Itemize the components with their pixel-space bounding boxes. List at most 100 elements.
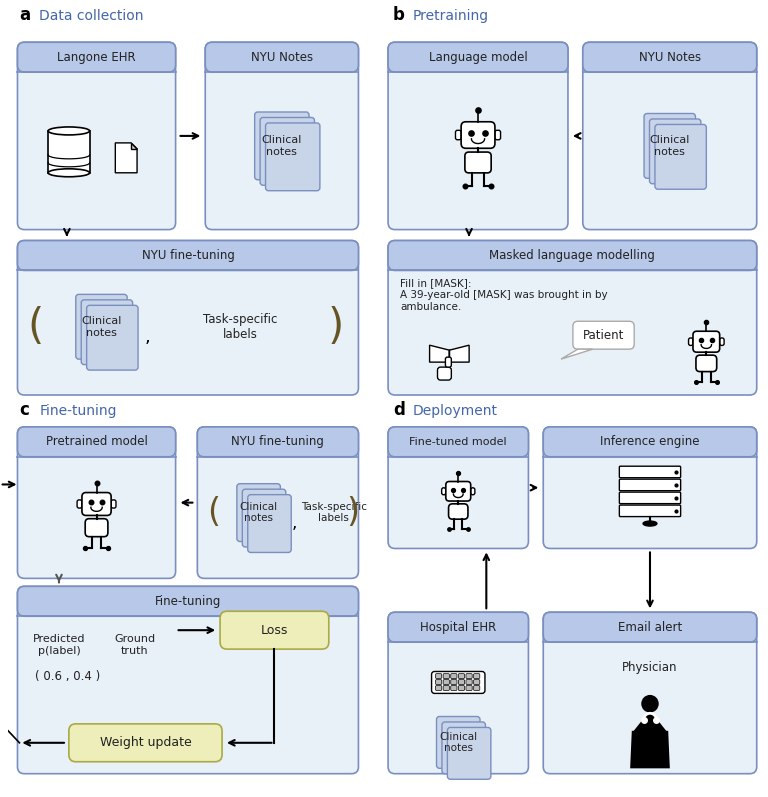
Ellipse shape <box>48 169 90 177</box>
FancyBboxPatch shape <box>465 152 492 173</box>
FancyBboxPatch shape <box>445 357 452 367</box>
FancyBboxPatch shape <box>458 685 465 690</box>
FancyBboxPatch shape <box>474 685 480 690</box>
FancyBboxPatch shape <box>619 466 680 477</box>
Text: Hospital EHR: Hospital EHR <box>420 621 496 634</box>
FancyBboxPatch shape <box>388 241 756 395</box>
FancyBboxPatch shape <box>205 42 359 73</box>
FancyBboxPatch shape <box>248 495 291 552</box>
FancyBboxPatch shape <box>18 427 176 457</box>
FancyBboxPatch shape <box>388 612 528 774</box>
Polygon shape <box>48 131 90 173</box>
FancyBboxPatch shape <box>693 332 720 352</box>
FancyBboxPatch shape <box>445 481 471 501</box>
FancyBboxPatch shape <box>619 479 680 491</box>
FancyBboxPatch shape <box>220 611 329 649</box>
Text: b: b <box>393 6 405 25</box>
Text: Task-specific
labels: Task-specific labels <box>203 312 277 341</box>
Text: NYU fine-tuning: NYU fine-tuning <box>141 249 234 262</box>
FancyBboxPatch shape <box>650 119 701 184</box>
Text: Predicted
p(label): Predicted p(label) <box>33 634 86 656</box>
FancyBboxPatch shape <box>573 321 634 349</box>
Polygon shape <box>449 345 469 362</box>
Text: ( 0.6 , 0.4 ): ( 0.6 , 0.4 ) <box>35 669 101 682</box>
FancyBboxPatch shape <box>436 717 480 768</box>
FancyBboxPatch shape <box>442 722 485 774</box>
FancyBboxPatch shape <box>451 685 457 690</box>
Text: (: ( <box>27 306 43 347</box>
FancyBboxPatch shape <box>435 680 442 685</box>
Text: Clinical
notes: Clinical notes <box>240 502 278 524</box>
FancyBboxPatch shape <box>77 500 82 508</box>
Text: Clinical
notes: Clinical notes <box>262 135 302 157</box>
FancyBboxPatch shape <box>87 305 138 370</box>
FancyBboxPatch shape <box>435 673 442 678</box>
FancyBboxPatch shape <box>543 612 756 642</box>
Text: ): ) <box>328 306 344 347</box>
FancyBboxPatch shape <box>451 680 457 685</box>
FancyBboxPatch shape <box>388 427 528 457</box>
FancyBboxPatch shape <box>18 587 359 616</box>
FancyBboxPatch shape <box>197 427 359 457</box>
FancyBboxPatch shape <box>443 673 449 678</box>
Text: ,: , <box>145 328 151 346</box>
FancyBboxPatch shape <box>451 673 457 678</box>
FancyBboxPatch shape <box>655 124 707 189</box>
Text: NYU Notes: NYU Notes <box>251 51 313 64</box>
Text: d: d <box>393 401 405 419</box>
FancyBboxPatch shape <box>388 42 568 230</box>
FancyBboxPatch shape <box>644 113 696 179</box>
Text: Email alert: Email alert <box>618 621 682 634</box>
FancyBboxPatch shape <box>466 673 472 678</box>
FancyBboxPatch shape <box>448 728 491 779</box>
FancyBboxPatch shape <box>466 685 472 690</box>
FancyBboxPatch shape <box>438 367 452 380</box>
Text: Langone EHR: Langone EHR <box>58 51 136 64</box>
Text: Language model: Language model <box>429 51 528 64</box>
Text: Data collection: Data collection <box>39 10 144 23</box>
FancyBboxPatch shape <box>237 484 280 541</box>
FancyBboxPatch shape <box>696 355 717 371</box>
Text: Masked language modelling: Masked language modelling <box>489 249 655 262</box>
Text: Patient: Patient <box>583 328 624 342</box>
FancyBboxPatch shape <box>543 427 756 457</box>
FancyBboxPatch shape <box>76 294 127 359</box>
Text: Weight update: Weight update <box>100 736 191 749</box>
FancyBboxPatch shape <box>388 42 568 73</box>
FancyBboxPatch shape <box>619 492 680 504</box>
FancyBboxPatch shape <box>461 122 495 148</box>
Polygon shape <box>631 732 669 768</box>
FancyBboxPatch shape <box>619 505 680 516</box>
FancyBboxPatch shape <box>85 519 108 536</box>
FancyBboxPatch shape <box>81 300 133 364</box>
Text: (: ( <box>207 496 220 529</box>
FancyBboxPatch shape <box>111 500 116 508</box>
FancyBboxPatch shape <box>458 680 465 685</box>
Text: Clinical
notes: Clinical notes <box>439 732 478 753</box>
Polygon shape <box>429 345 449 362</box>
FancyBboxPatch shape <box>388 612 528 642</box>
FancyBboxPatch shape <box>18 42 176 73</box>
FancyBboxPatch shape <box>18 241 359 395</box>
Text: Inference engine: Inference engine <box>601 435 700 449</box>
FancyBboxPatch shape <box>471 488 475 495</box>
FancyBboxPatch shape <box>18 42 176 230</box>
FancyBboxPatch shape <box>432 672 485 693</box>
FancyBboxPatch shape <box>443 685 449 690</box>
FancyBboxPatch shape <box>583 42 756 73</box>
FancyBboxPatch shape <box>18 241 359 270</box>
FancyBboxPatch shape <box>260 117 314 185</box>
FancyBboxPatch shape <box>474 680 480 685</box>
Text: a: a <box>19 6 31 25</box>
FancyBboxPatch shape <box>689 338 693 345</box>
FancyBboxPatch shape <box>442 488 445 495</box>
FancyBboxPatch shape <box>243 489 286 547</box>
FancyBboxPatch shape <box>388 427 528 548</box>
Text: c: c <box>19 401 29 419</box>
Ellipse shape <box>643 521 657 526</box>
FancyBboxPatch shape <box>82 493 111 516</box>
Text: NYU Notes: NYU Notes <box>639 51 701 64</box>
FancyBboxPatch shape <box>543 612 756 774</box>
FancyBboxPatch shape <box>69 724 222 762</box>
Text: Clinical
notes: Clinical notes <box>650 135 690 157</box>
